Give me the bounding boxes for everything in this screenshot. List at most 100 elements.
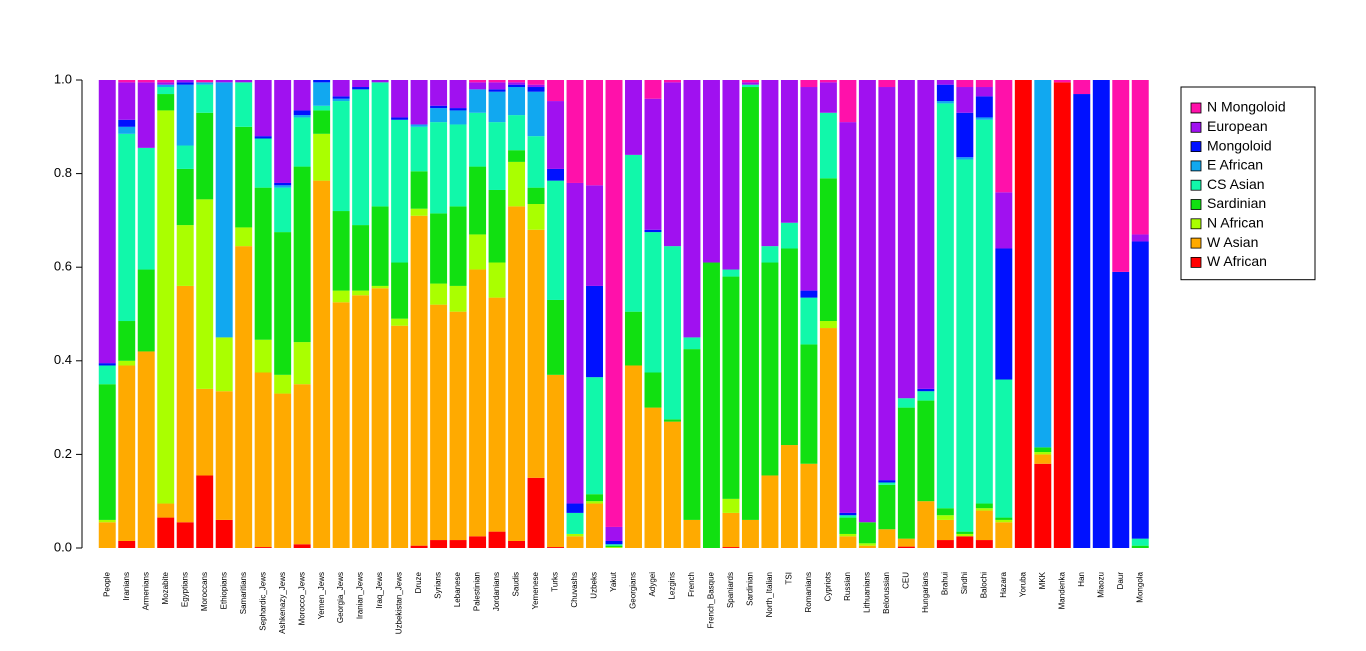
bar-segment bbox=[741, 82, 759, 85]
bar-segment bbox=[352, 87, 370, 90]
bar-segment bbox=[839, 512, 857, 516]
bar-segment bbox=[1131, 234, 1149, 242]
bar-segment bbox=[683, 519, 701, 548]
bar-segment bbox=[274, 185, 292, 188]
bar-segment bbox=[917, 388, 935, 392]
x-tick-label: Belorussian bbox=[882, 572, 891, 614]
bar-segment bbox=[956, 87, 974, 113]
bar-segment bbox=[137, 351, 155, 548]
bar-segment bbox=[839, 517, 857, 534]
bar-segment bbox=[508, 115, 526, 151]
bar-segment bbox=[1053, 80, 1071, 83]
bar-segment bbox=[956, 159, 974, 532]
bar-segment bbox=[196, 82, 214, 85]
bar-segment bbox=[118, 133, 136, 322]
bar-segment bbox=[313, 105, 331, 111]
bar-segment bbox=[547, 101, 565, 169]
bar-segment bbox=[508, 87, 526, 116]
bar-segment bbox=[293, 384, 311, 545]
bar-segment bbox=[527, 204, 545, 230]
bar-segment bbox=[547, 374, 565, 548]
y-tick-label: 0.2 bbox=[54, 446, 72, 461]
bar-segment bbox=[1112, 271, 1130, 548]
bar-segment bbox=[1053, 82, 1071, 548]
bar-segment bbox=[800, 290, 818, 298]
bar-segment bbox=[313, 133, 331, 181]
bar-segment bbox=[975, 508, 993, 511]
bar-segment bbox=[936, 540, 954, 548]
bar-segment bbox=[391, 80, 409, 118]
bar-segment bbox=[430, 540, 448, 548]
bar-segment bbox=[566, 182, 584, 504]
bar-segment bbox=[722, 498, 740, 513]
legend-swatch bbox=[1190, 199, 1202, 210]
bar-segment bbox=[1014, 80, 1032, 548]
legend-label: CS Asian bbox=[1207, 176, 1265, 192]
bar-segment bbox=[741, 87, 759, 520]
bar-segment bbox=[819, 82, 837, 113]
bar-segment bbox=[254, 138, 272, 188]
legend-swatch bbox=[1190, 160, 1202, 172]
x-tick-label: TSI bbox=[785, 572, 794, 584]
bar-segment bbox=[878, 80, 896, 88]
bar-segment bbox=[98, 522, 116, 548]
x-tick-label: Adygei bbox=[648, 572, 657, 597]
bar-segment bbox=[975, 540, 993, 548]
bar-segment bbox=[722, 512, 740, 548]
bar-segment bbox=[254, 80, 272, 137]
x-tick-label: Hazara bbox=[999, 571, 1008, 597]
bar-segment bbox=[430, 80, 448, 106]
bar-segment bbox=[527, 136, 545, 188]
bar-segment bbox=[176, 80, 194, 83]
bar-segment bbox=[313, 80, 331, 83]
bar-segment bbox=[722, 276, 740, 499]
bar-segment bbox=[956, 112, 974, 158]
bar-segment bbox=[254, 339, 272, 373]
bar-segment bbox=[780, 445, 798, 548]
bar-segment bbox=[625, 80, 642, 155]
x-tick-label: Brahui bbox=[940, 572, 949, 595]
x-tick-label: Sephardic_Jews bbox=[258, 572, 267, 631]
bar-segment bbox=[137, 147, 155, 270]
bar-segment bbox=[371, 285, 389, 289]
bar-segment bbox=[527, 87, 545, 92]
bar-segment bbox=[157, 82, 175, 85]
bar-segment bbox=[1073, 80, 1091, 95]
bar-segment bbox=[215, 337, 233, 392]
bar-segment bbox=[605, 540, 623, 545]
bar-segment bbox=[527, 477, 545, 548]
bar-segment bbox=[702, 262, 720, 548]
legend-swatch bbox=[1190, 256, 1202, 268]
bar-segment bbox=[956, 536, 974, 548]
bar-segment bbox=[254, 136, 272, 139]
bar-segment bbox=[137, 82, 155, 148]
bar-segment bbox=[547, 168, 565, 181]
bar-segment bbox=[176, 285, 194, 523]
bar-segment bbox=[430, 283, 448, 305]
bar-segment bbox=[878, 482, 896, 485]
bar-segment bbox=[995, 80, 1013, 193]
bar-segment bbox=[469, 166, 487, 235]
bar-segment bbox=[663, 82, 681, 247]
bar-segment bbox=[274, 232, 292, 375]
bar-segment bbox=[839, 122, 857, 513]
bar-segment bbox=[391, 318, 409, 326]
bar-segment bbox=[858, 543, 876, 546]
bar-segment bbox=[410, 171, 428, 209]
bar-segment bbox=[332, 211, 350, 291]
bar-segment bbox=[430, 122, 448, 214]
bar-segment bbox=[917, 501, 935, 548]
x-tick-label: Iranians bbox=[122, 572, 131, 600]
bar-segment bbox=[215, 391, 233, 520]
x-tick-label: People bbox=[102, 571, 111, 596]
x-tick-label: Mongola bbox=[1135, 571, 1144, 602]
bar-segment bbox=[1034, 447, 1052, 453]
x-tick-label: Georgians bbox=[629, 572, 638, 609]
bar-segment bbox=[878, 529, 896, 548]
bar-segment bbox=[761, 80, 779, 247]
bar-segment bbox=[391, 325, 409, 548]
bar-segment bbox=[644, 232, 662, 373]
x-tick-label: Palestinian bbox=[473, 572, 482, 611]
bar-segment bbox=[508, 206, 526, 541]
